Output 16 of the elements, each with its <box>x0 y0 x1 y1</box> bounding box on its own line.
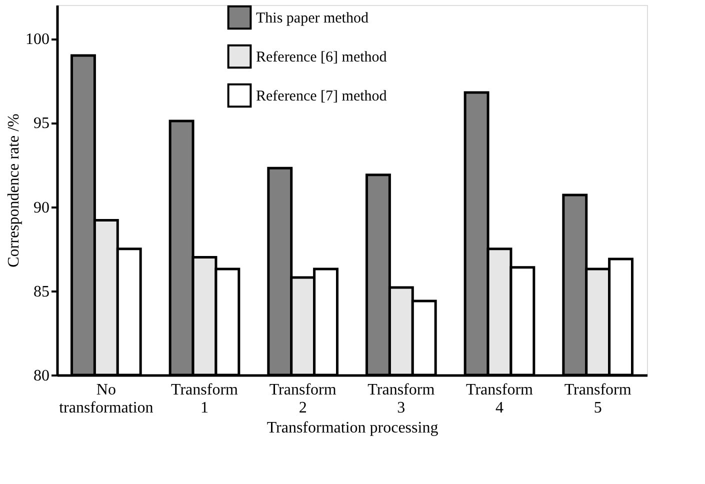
y-tick-label: 85 <box>34 283 50 300</box>
legend-label: Reference [7] method <box>256 88 388 104</box>
legend-label: This paper method <box>256 10 369 26</box>
x-tick-label: Transform 4 <box>466 382 534 416</box>
x-axis-title: Transformation processing <box>266 420 438 436</box>
x-tick-label: Transform 2 <box>269 382 337 416</box>
x-tick-label: No transformation <box>59 382 154 416</box>
x-tick-label: Transform 5 <box>564 382 632 416</box>
x-tick-label: Transform 3 <box>368 382 436 416</box>
y-tick-label: 100 <box>26 31 50 48</box>
x-tick-label: Transform 1 <box>171 382 239 416</box>
legend-label: Reference [6] method <box>256 50 388 66</box>
y-tick-label: 90 <box>34 199 50 216</box>
y-tick-label: 80 <box>34 368 50 384</box>
y-axis-title: Correspondence rate /% <box>6 114 22 268</box>
y-tick-label: 95 <box>34 115 50 132</box>
